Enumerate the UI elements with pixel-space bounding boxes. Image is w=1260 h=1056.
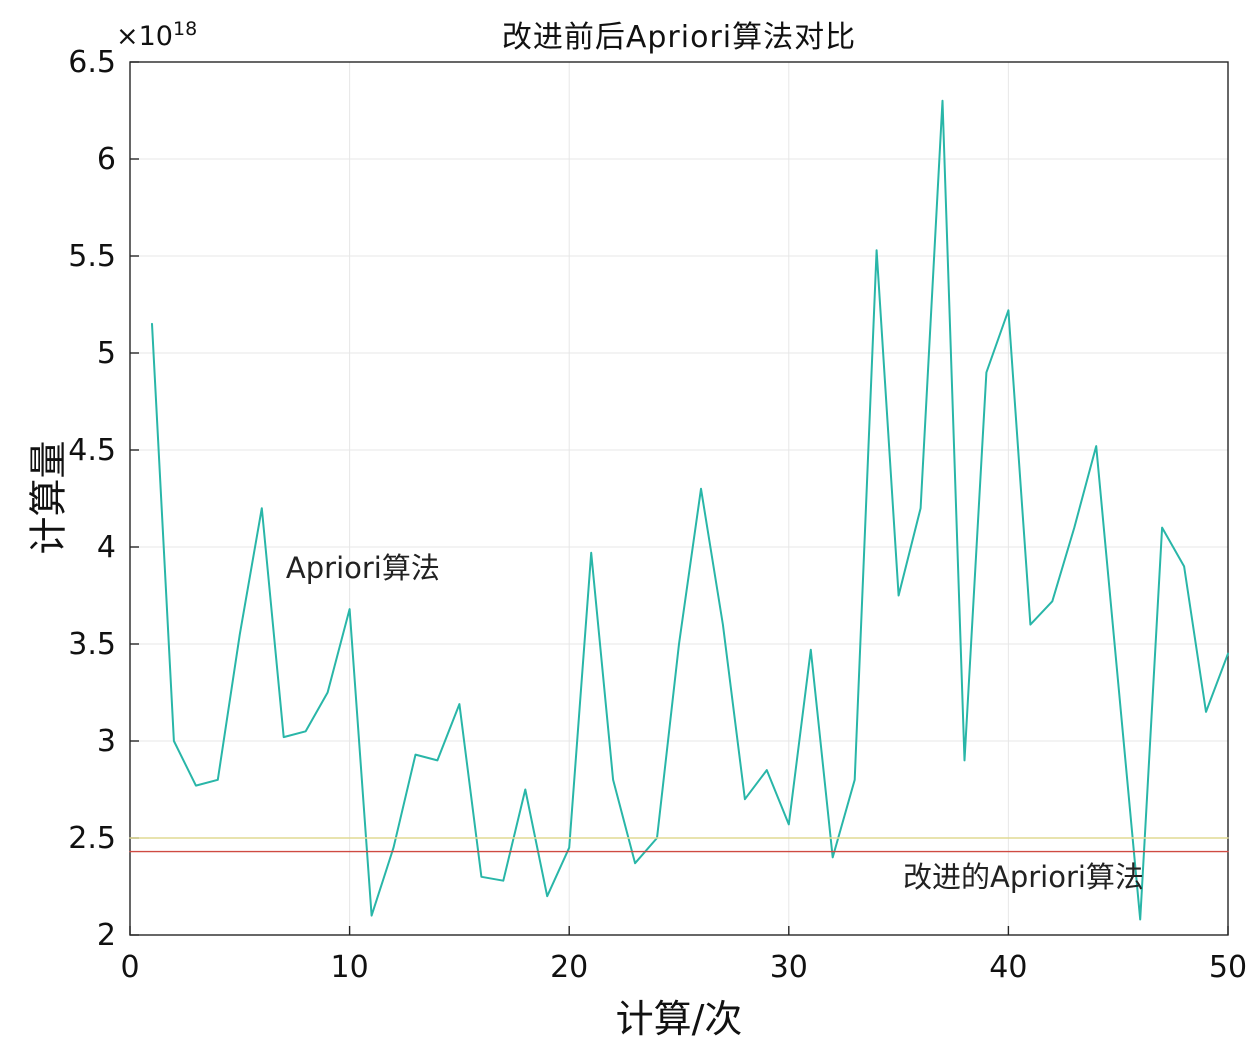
series-annotation-apriori: Apriori算法 bbox=[285, 551, 440, 586]
y-tick-label: 3.5 bbox=[68, 627, 116, 662]
y-axis-label: 计算量 bbox=[26, 440, 71, 555]
x-tick-label: 20 bbox=[550, 950, 588, 985]
y-tick-label: 2 bbox=[97, 918, 116, 953]
y-tick-label: 4 bbox=[97, 530, 116, 565]
y-axis-exponent: ×1018 bbox=[116, 18, 197, 52]
y-tick-label: 6.5 bbox=[68, 45, 116, 80]
y-tick-label: 6 bbox=[97, 142, 116, 177]
x-tick-label: 0 bbox=[120, 950, 139, 985]
x-axis-label: 计算/次 bbox=[615, 997, 743, 1041]
y-axis-exponent-base: ×10 bbox=[116, 21, 173, 52]
x-tick-label: 40 bbox=[989, 950, 1027, 985]
series-line bbox=[151, 99, 1229, 921]
y-axis-exponent-power: 18 bbox=[172, 18, 198, 40]
y-tick-label: 5.5 bbox=[68, 239, 116, 274]
x-tick-label: 10 bbox=[331, 950, 369, 985]
y-tick-label: 4.5 bbox=[68, 433, 116, 468]
y-tick-label: 3 bbox=[97, 724, 116, 759]
x-tick-label: 50 bbox=[1209, 950, 1247, 985]
y-tick-label: 5 bbox=[97, 336, 116, 371]
series-annotation-improved-apriori: 改进的Apriori算法 bbox=[902, 859, 1144, 894]
chart-title: 改进前后Apriori算法对比 bbox=[501, 20, 857, 55]
y-tick-label: 2.5 bbox=[68, 821, 116, 856]
axis-box bbox=[129, 61, 1229, 936]
x-tick-label: 30 bbox=[770, 950, 808, 985]
